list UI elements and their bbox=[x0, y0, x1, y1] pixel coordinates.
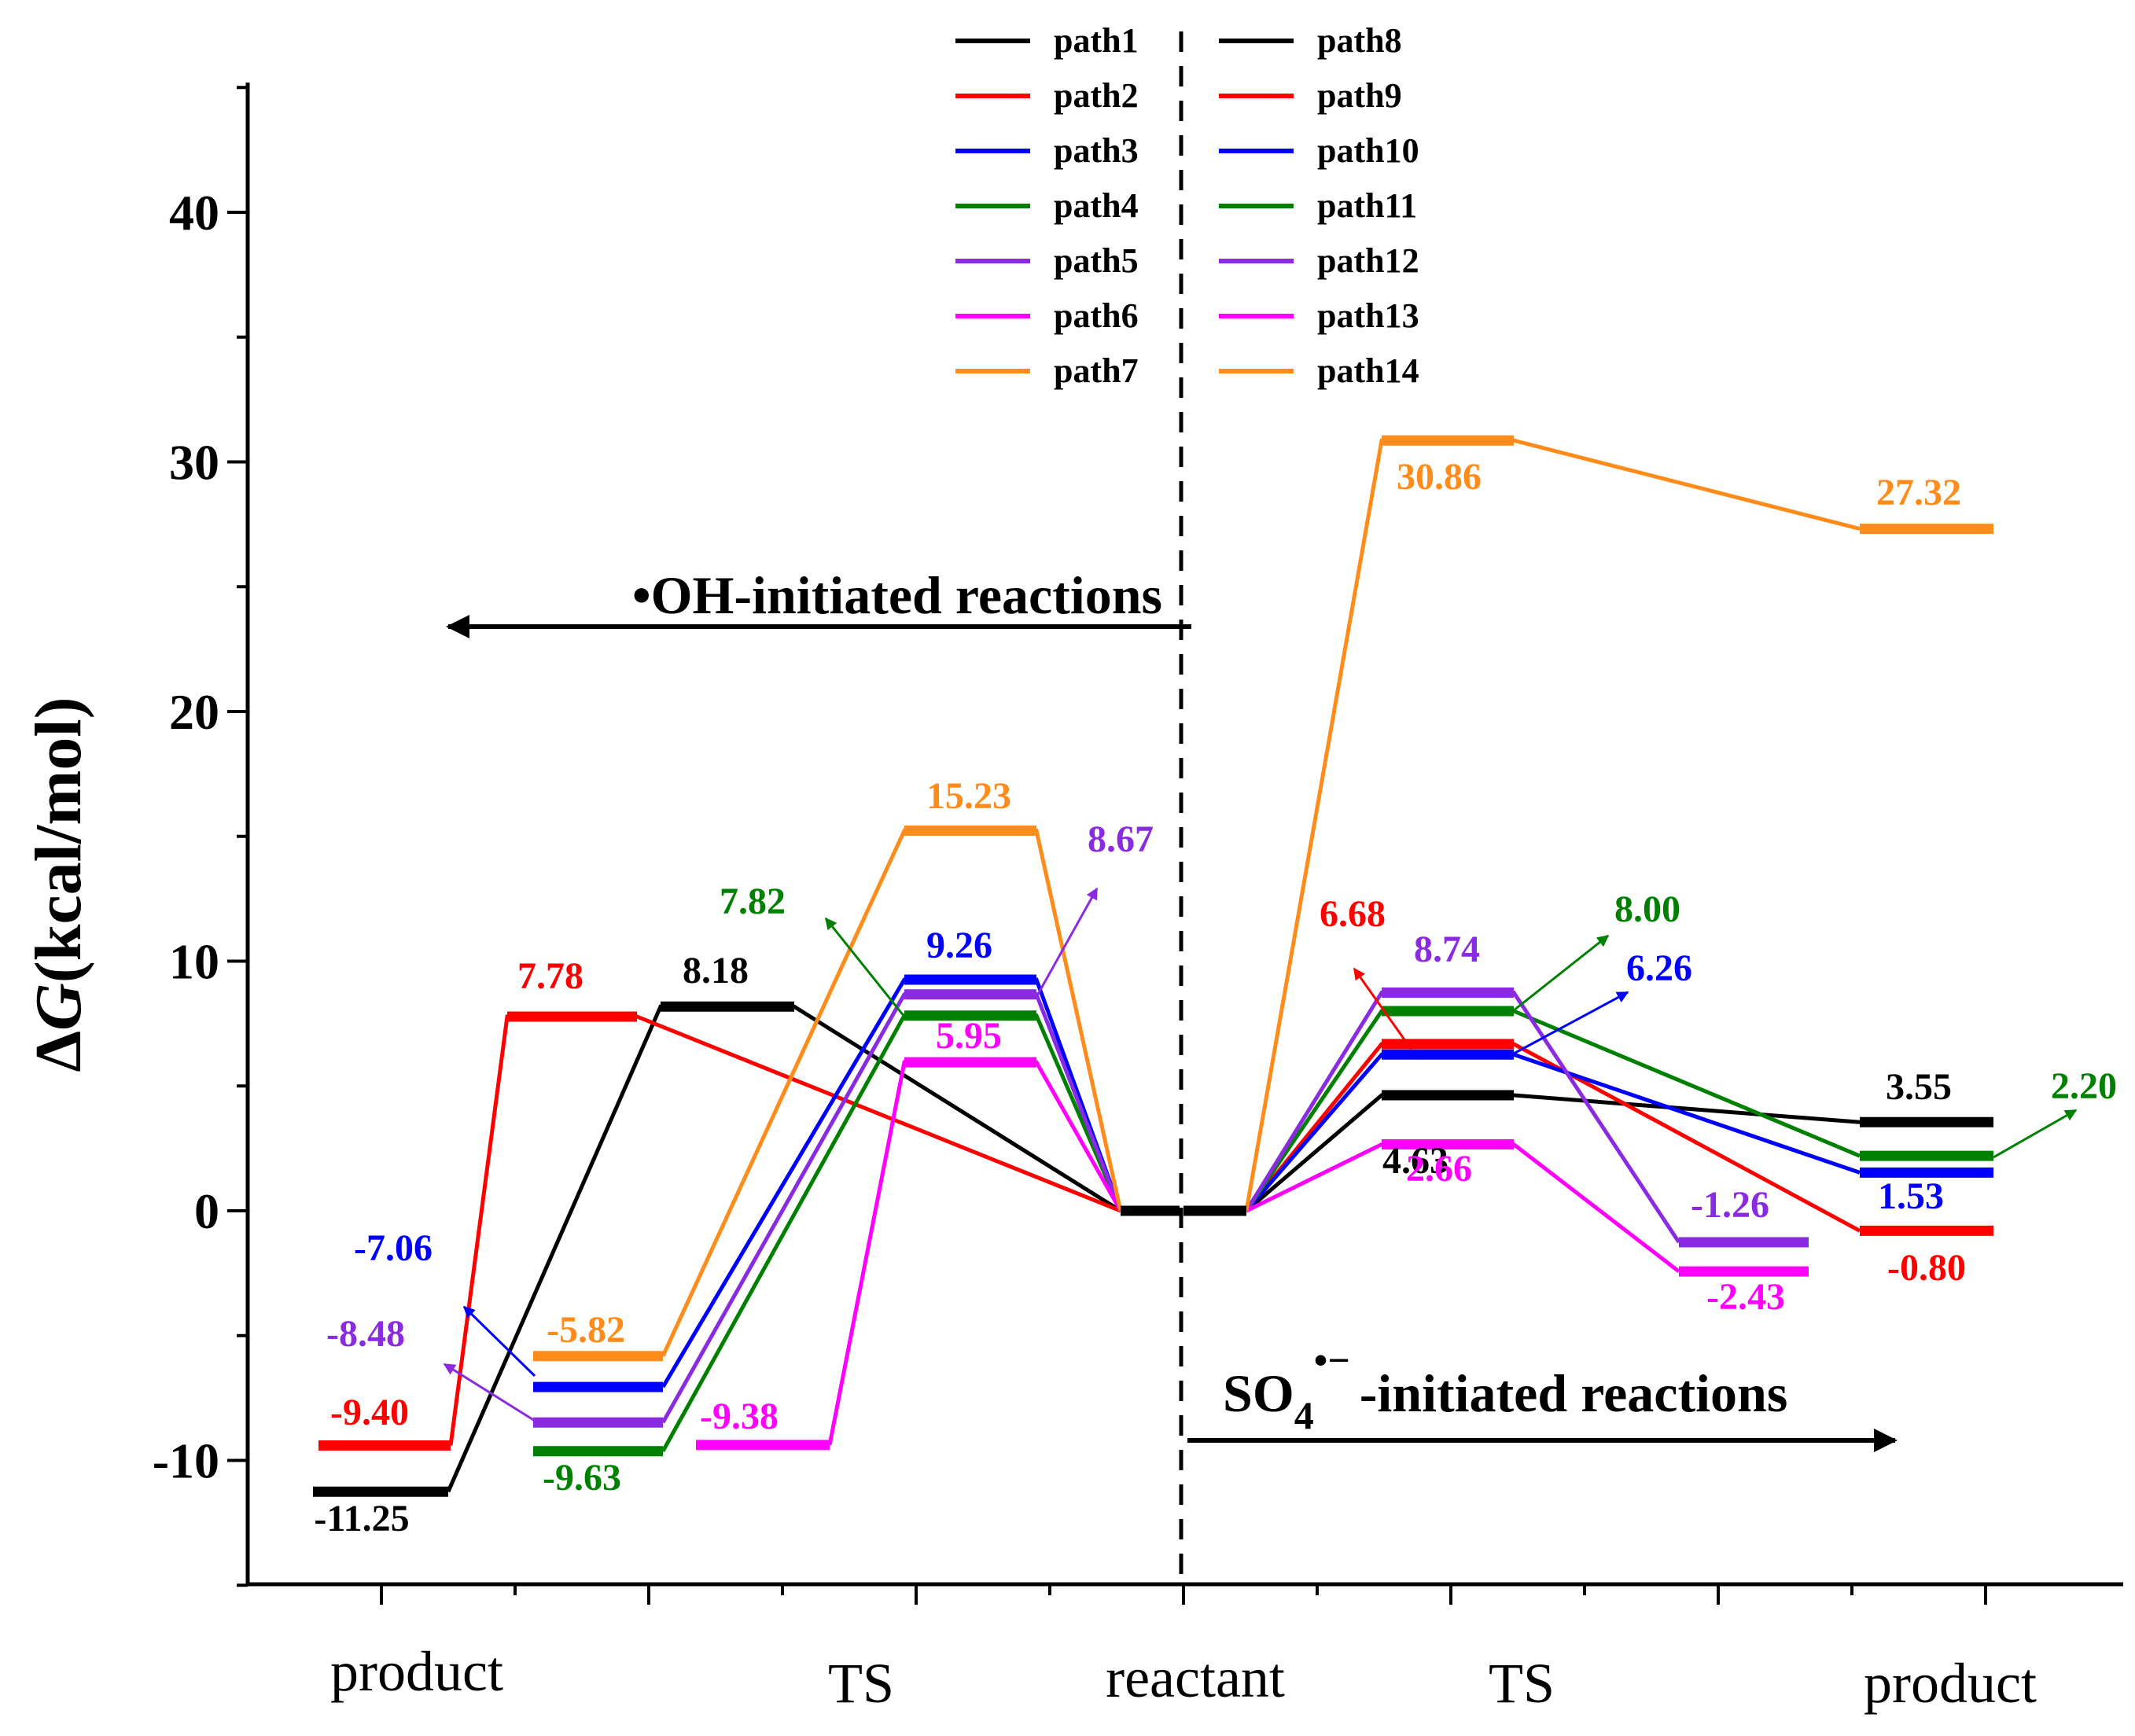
annotation-arrow bbox=[824, 917, 906, 1017]
y-axis-title: ΔG(kcal/mol) bbox=[22, 697, 95, 1072]
category-label: product bbox=[330, 1640, 503, 1703]
legend-label-path4: path4 bbox=[1054, 186, 1139, 225]
category-label: reactant bbox=[1106, 1646, 1285, 1709]
value-label-path12-product: -1.26 bbox=[1691, 1184, 1769, 1226]
legend-label-path14: path14 bbox=[1317, 351, 1419, 390]
value-label-path3-ts: 9.26 bbox=[926, 925, 992, 966]
legend-label-path12: path12 bbox=[1317, 241, 1419, 280]
value-label-path4-ts: 7.82 bbox=[720, 881, 786, 922]
legend-label-path7: path7 bbox=[1054, 351, 1139, 390]
annotation-arrow bbox=[1993, 1109, 2078, 1159]
annotation-arrow bbox=[1513, 991, 1629, 1055]
value-label-path6-ts: 5.95 bbox=[936, 1015, 1002, 1057]
legend-label-path6: path6 bbox=[1054, 296, 1139, 335]
so4-initiated-label: SO4•−-initiated reactions bbox=[1223, 1338, 1787, 1437]
value-label-path1-product: -11.25 bbox=[314, 1498, 409, 1539]
legend-label-path11: path11 bbox=[1317, 186, 1417, 225]
y-tick-label: 20 bbox=[169, 684, 219, 740]
annotation-arrow bbox=[1353, 967, 1413, 1050]
category-label: product bbox=[1864, 1652, 2037, 1715]
oh-initiated-label: •OH-initiated reactions bbox=[632, 565, 1162, 625]
value-label-path3-product: -7.06 bbox=[354, 1227, 433, 1269]
y-tick-label: -10 bbox=[153, 1433, 219, 1489]
value-label-path7-product: -5.82 bbox=[547, 1309, 625, 1351]
value-label-path2-ts: 7.78 bbox=[517, 955, 583, 997]
y-tick-label: 0 bbox=[194, 1183, 219, 1239]
value-label-path11-ts: 8.00 bbox=[1614, 888, 1680, 930]
category-label: TS bbox=[828, 1652, 894, 1715]
y-tick-label: 10 bbox=[169, 934, 219, 990]
legend-label-path10: path10 bbox=[1317, 131, 1419, 170]
annotation-arrow bbox=[1035, 887, 1099, 998]
value-label-path7-ts: 15.23 bbox=[926, 775, 1011, 817]
value-label-path5-product: -8.48 bbox=[326, 1313, 405, 1355]
y-tick-label: 40 bbox=[169, 185, 219, 241]
value-label-path1-ts: 8.18 bbox=[683, 950, 749, 991]
value-label-path13-product: -2.43 bbox=[1706, 1276, 1785, 1318]
value-label-path8-ts: 4.63 bbox=[1382, 1140, 1448, 1182]
value-label-path5-ts: 8.67 bbox=[1088, 818, 1154, 860]
value-label-path12-ts: 8.74 bbox=[1414, 929, 1480, 970]
legend-label-path8: path8 bbox=[1317, 21, 1402, 60]
legend-label-path5: path5 bbox=[1054, 241, 1139, 280]
legend-label-path13: path13 bbox=[1317, 296, 1419, 335]
annotation-arrow bbox=[1513, 934, 1610, 1012]
annotation-arrow bbox=[443, 1363, 536, 1422]
value-label-path11-product: 2.20 bbox=[2051, 1065, 2117, 1107]
legend-label-path9: path9 bbox=[1317, 76, 1402, 115]
y-tick-label: 30 bbox=[169, 435, 219, 491]
value-label-path10-product: 1.53 bbox=[1878, 1175, 1944, 1217]
value-label-path8-product: 3.55 bbox=[1886, 1066, 1952, 1108]
value-label-path4-product: -9.63 bbox=[543, 1457, 621, 1499]
legend-label-path1: path1 bbox=[1054, 21, 1139, 60]
series-line-path4 bbox=[661, 1013, 1123, 1452]
value-label-path2-product: -9.40 bbox=[330, 1392, 409, 1433]
value-label-path9-product: -0.80 bbox=[1887, 1247, 1966, 1289]
annotation-arrow bbox=[462, 1305, 536, 1377]
legend-label-path2: path2 bbox=[1054, 76, 1139, 115]
legend-label-path3: path3 bbox=[1054, 131, 1139, 170]
value-label-path14-product: 27.32 bbox=[1876, 472, 1961, 513]
category-label: TS bbox=[1489, 1652, 1555, 1715]
value-label-path14-ts: 30.86 bbox=[1397, 456, 1482, 498]
value-label-path9-ts: 6.68 bbox=[1320, 893, 1386, 935]
value-label-path6-product: -9.38 bbox=[700, 1396, 779, 1437]
value-label-path10-ts: 6.26 bbox=[1626, 947, 1692, 989]
value-label-path13-ts: 2.66 bbox=[1406, 1148, 1472, 1190]
